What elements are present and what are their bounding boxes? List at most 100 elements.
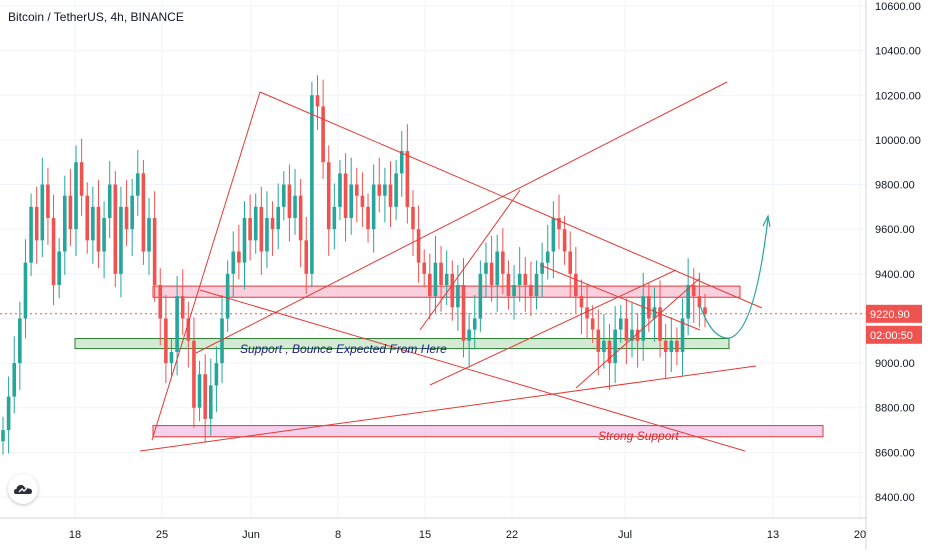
candle-body — [686, 284, 690, 319]
candle-body — [197, 374, 202, 408]
candle-body — [293, 195, 297, 219]
candle-body — [534, 273, 539, 297]
candle-body — [220, 318, 224, 364]
candle-body — [12, 363, 17, 397]
candle-body — [51, 218, 56, 285]
candle-body — [6, 396, 11, 431]
candle-body — [607, 340, 612, 364]
x-tick-label: 25 — [156, 529, 168, 541]
candle-body — [506, 273, 511, 297]
candle-body — [1, 430, 5, 442]
candle-body — [433, 262, 438, 297]
x-tick-label: 15 — [419, 529, 431, 541]
axes: 8400.008600.008800.009000.009200.009400.… — [0, 0, 921, 550]
candle-body — [96, 206, 101, 252]
x-tick-label: 20 — [854, 529, 866, 541]
chart-title: Bitcoin / TetherUS, 4h, BINANCE — [8, 10, 184, 24]
candle-body — [596, 329, 601, 352]
candle-body — [703, 307, 707, 314]
y-tick-label: 9000.00 — [875, 358, 915, 370]
candle-body — [450, 273, 455, 308]
candle-body — [691, 284, 696, 297]
tradingview-cloud-icon[interactable] — [8, 474, 38, 504]
candle-body — [113, 184, 118, 274]
trendline — [151, 91, 261, 441]
candle-body — [259, 206, 264, 252]
strong-support-annotation: Strong Support — [598, 429, 679, 443]
x-tick-label: 13 — [767, 529, 779, 541]
y-tick-label: 10600.00 — [875, 1, 921, 13]
candle-body — [416, 229, 421, 263]
candle-body — [130, 195, 134, 230]
trendline — [539, 264, 701, 331]
candle-body — [79, 162, 84, 196]
trendline — [429, 269, 677, 386]
candle-body — [360, 195, 365, 207]
candle-body — [141, 173, 146, 252]
y-tick-label: 9600.00 — [875, 224, 915, 236]
candle-body — [248, 218, 252, 241]
y-tick-label: 9400.00 — [875, 269, 915, 281]
candle-body — [635, 329, 640, 341]
candle-body — [422, 262, 426, 274]
candle-body — [388, 184, 393, 207]
x-tick-label: 18 — [69, 529, 81, 541]
candle-body — [618, 318, 623, 330]
candle-body — [540, 262, 544, 274]
candle-body — [439, 262, 443, 285]
candle-body — [697, 296, 702, 308]
candle-body — [590, 318, 595, 330]
trendline — [195, 81, 728, 354]
candle-body — [551, 218, 556, 252]
candle-body — [675, 340, 679, 352]
candle-body — [467, 329, 471, 341]
x-tick-label: Jul — [618, 529, 632, 541]
candle-body — [349, 184, 353, 219]
candle-body — [602, 340, 606, 352]
candle-body — [472, 318, 477, 330]
candle-body — [158, 284, 163, 319]
candle-body — [669, 340, 674, 352]
candle-body — [85, 195, 90, 241]
candle-body — [658, 307, 662, 341]
price-labels: 9220.90 02:00:50 — [866, 304, 922, 344]
candle-body — [265, 218, 269, 252]
projection-path — [699, 217, 769, 339]
candle-body — [102, 218, 106, 252]
candle-body — [62, 195, 67, 252]
candle-body — [529, 284, 533, 297]
candle-body — [579, 296, 584, 308]
candle-body — [164, 318, 168, 364]
candle-body — [124, 206, 129, 230]
candle-body — [91, 206, 95, 241]
candle-body — [208, 385, 213, 419]
candle-body — [332, 206, 337, 230]
candle-body — [68, 195, 73, 230]
candle-body — [630, 329, 634, 341]
support-zone — [74, 338, 730, 350]
candle-body — [276, 206, 280, 230]
candle-body — [18, 318, 22, 364]
countdown-value: 02:00:50 — [870, 330, 913, 342]
candle-body — [237, 251, 241, 263]
trendline — [575, 277, 701, 389]
y-tick-label: 10200.00 — [875, 90, 921, 102]
candle-body — [23, 262, 28, 319]
x-tick-label: 8 — [335, 529, 341, 541]
candle-body — [512, 284, 516, 297]
last-price-tag — [866, 304, 922, 323]
candle-body — [411, 206, 415, 230]
x-tick-label: Jun — [242, 529, 260, 541]
candle-body — [680, 318, 685, 352]
trendline — [139, 365, 757, 452]
candle-body — [624, 318, 629, 341]
candle-body — [383, 184, 387, 196]
y-tick-label: 8600.00 — [875, 447, 915, 459]
y-tick-label: 10400.00 — [875, 46, 921, 58]
candle-body — [613, 329, 617, 364]
candle-body — [203, 374, 207, 419]
candle-body — [568, 251, 573, 274]
candle-body — [242, 218, 247, 263]
